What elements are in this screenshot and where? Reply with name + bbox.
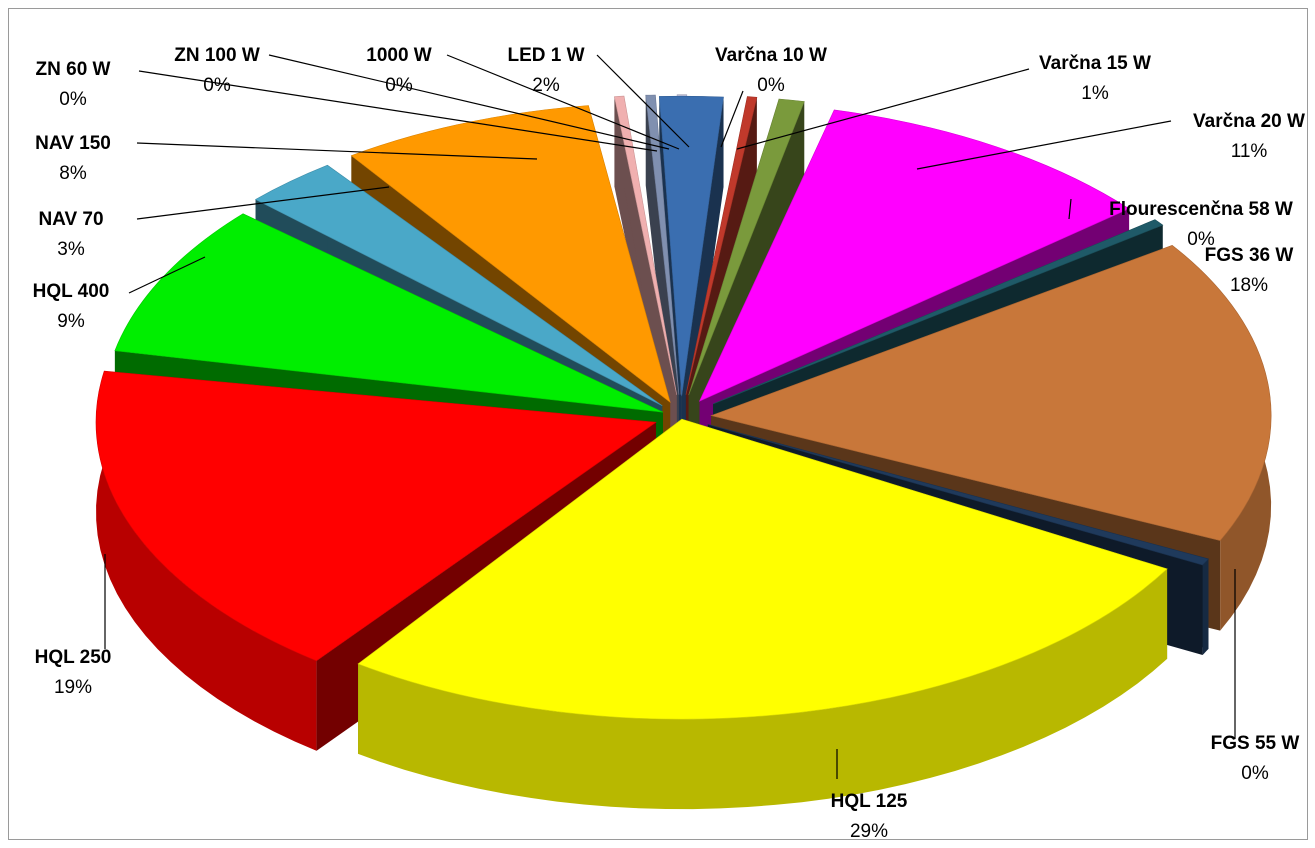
slice-percent-varcna-10-w: 0% [757,75,785,96]
slice-varcna-20-w [698,109,1130,402]
slice-nav-70 [254,164,663,406]
slice-led-1-w [658,95,724,397]
slice-percent-hql-250: 19% [54,677,92,698]
slice-label-fgs-36-w: FGS 36 W [1205,245,1294,266]
leader-line-led-1-w [596,54,690,148]
slice-label-1000-w: 1000 W [366,45,432,66]
leader-line-zn-60-w [138,70,658,152]
pie-chart: LED 1 W 2% Varčna 10 W 0% Varčna 15 W 1% Varčn… [33,45,1305,841]
slice-label-hql-250: HQL 250 [35,647,112,668]
slice-hql-125 [357,418,1168,720]
slice-fgs-55-w [707,424,1210,566]
slice-label-varcna-15-w: Varčna 15 W [1039,53,1151,74]
slice-percent-fgs-55-w: 0% [1241,763,1269,784]
slice-varcna-15-w [688,98,805,396]
slice-side-fgs-55-w [1202,558,1209,655]
slice-labels: LED 1 W 2% Varčna 10 W 0% Varčna 15 W 1% Varčn… [33,45,1305,841]
leader-line-varcna-15-w [736,68,1030,150]
slice-percent-flourescencna-58-w: 0% [1187,229,1215,250]
leader-line-nav-70 [136,186,390,220]
slice-side-hql-125 [358,568,1168,810]
slice-zn-60-w [614,95,678,395]
slice-zn-100-w [645,94,680,395]
slice-label-zn-60-w: ZN 60 W [36,59,111,80]
slice-label-flourescencna-58-w: Flourescenčna 58 W [1109,199,1293,220]
slice-percent-zn-60-w: 0% [59,89,87,110]
slice-percent-nav-70: 3% [57,239,85,260]
slice-label-nav-150: NAV 150 [35,133,111,154]
slice-hql-250 [95,370,657,662]
slice-percent-nav-150: 8% [59,163,87,184]
slice-fgs-36-w [710,244,1272,541]
slice-label-fgs-55-w: FGS 55 W [1211,733,1300,754]
leader-line-flourescencna-58-w [1068,198,1072,220]
leader-line-1000-w [446,54,680,150]
slice-label-hql-400: HQL 400 [33,281,110,302]
slice-percent-zn-100-w: 0% [203,75,231,96]
slice-varcna-10-w [685,96,758,395]
leader-line-varcna-10-w [720,90,744,148]
slice-percent-1000-w: 0% [385,75,413,96]
slice-percent-led-1-w: 2% [532,75,560,96]
leader-line-nav-150 [136,142,538,160]
leader-lines [104,54,1236,779]
slice-label-nav-70: NAV 70 [38,209,103,230]
slice-tops [95,94,1272,720]
slice-label-varcna-10-w: Varčna 10 W [715,45,827,66]
slice-percent-fgs-36-w: 18% [1230,275,1268,296]
leader-line-zn-100-w [268,54,670,150]
slice-label-varcna-20-w: Varčna 20 W [1193,111,1305,132]
slice-percent-varcna-15-w: 1% [1081,83,1109,104]
slice-flourescencna-58-w [712,219,1164,405]
slice-nav-150 [350,105,671,404]
leader-line-hql-400 [128,256,206,294]
slice-label-zn-100-w: ZN 100 W [174,45,260,66]
chart-frame: LED 1 W 2% Varčna 10 W 0% Varčna 15 W 1% Varčn… [8,8,1308,841]
slice-percent-hql-400: 9% [57,311,85,332]
slice-percent-hql-125: 29% [850,821,888,841]
slice-side-hql-250 [96,371,317,751]
slice-label-hql-125: HQL 125 [831,791,908,812]
slice-percent-varcna-20-w: 11% [1231,141,1268,162]
slice-label-led-1-w: LED 1 W [507,45,584,66]
leader-line-varcna-20-w [916,120,1172,170]
